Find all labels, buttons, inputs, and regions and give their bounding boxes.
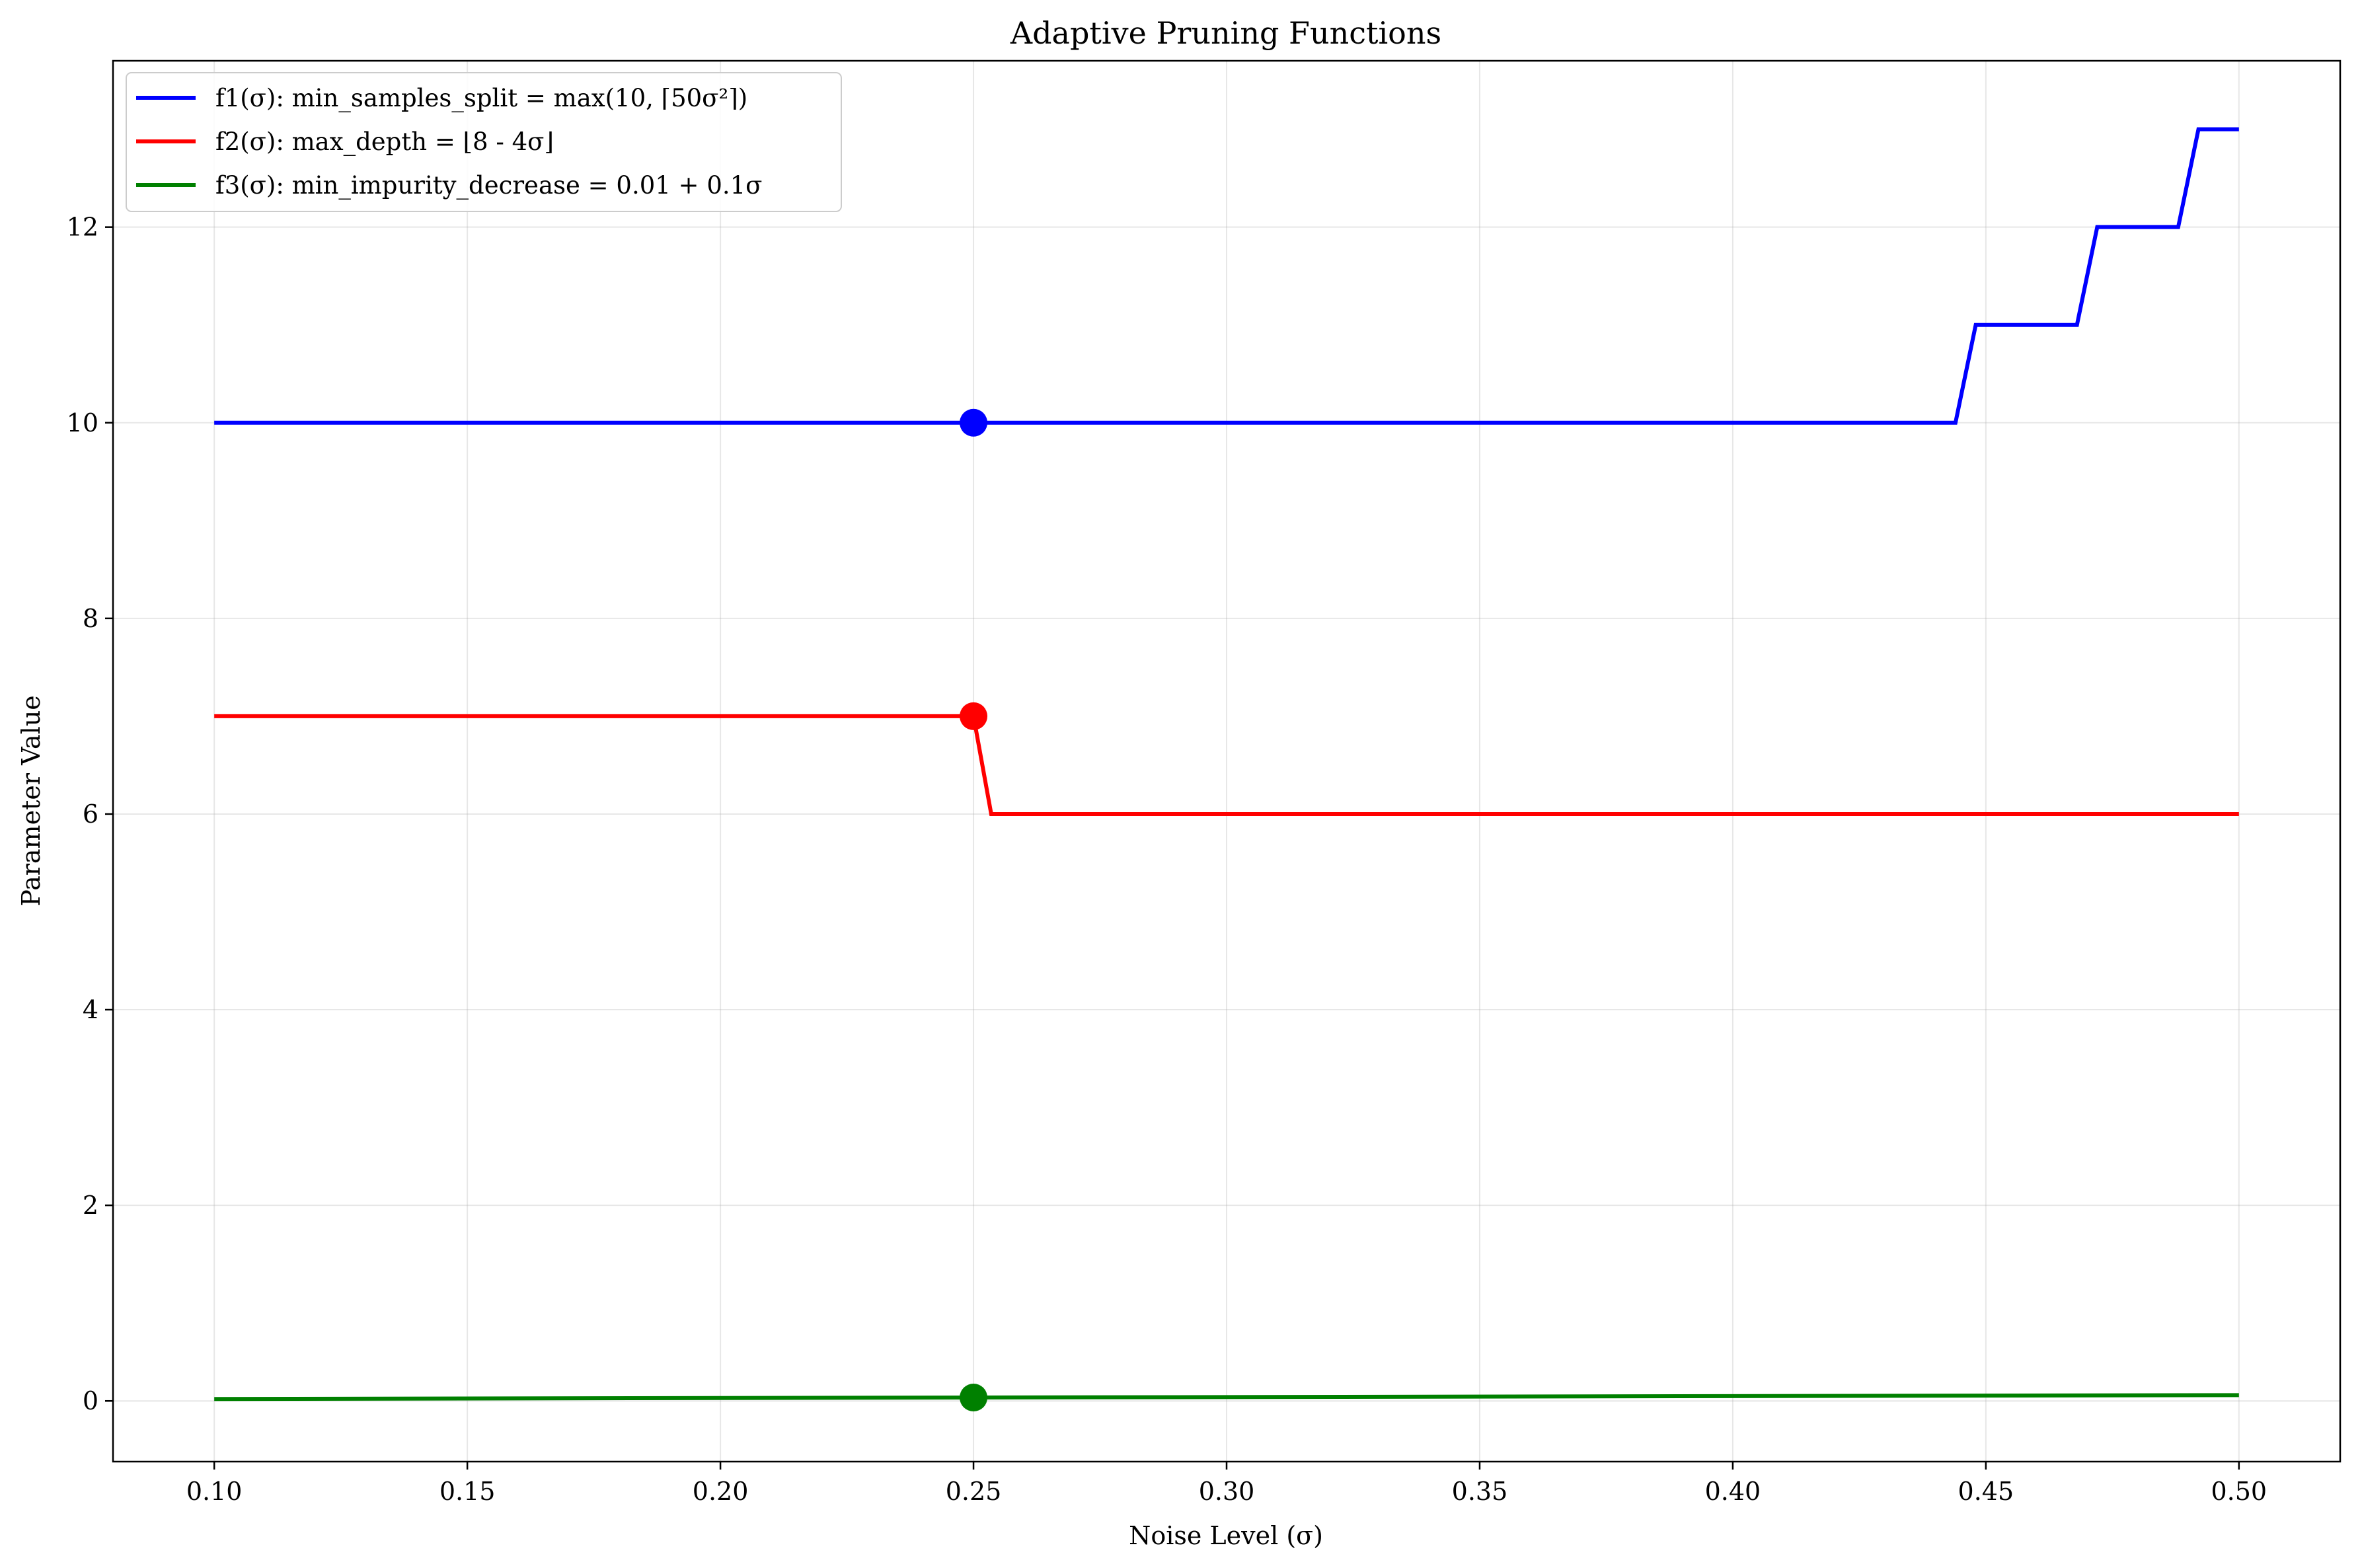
series-marker-f1 [960,408,988,437]
x-tick-label: 0.15 [439,1477,496,1506]
legend-label-f1: f1(σ): min_samples_split = max(10, ⌈50σ²… [215,84,747,113]
y-tick-label: 2 [83,1191,98,1220]
y-tick-label: 0 [83,1386,98,1415]
series-marker-f2 [960,702,988,730]
x-axis-label: Noise Level (σ) [1129,1521,1323,1550]
x-tick-label: 0.35 [1452,1477,1508,1506]
series-markers [960,408,988,1412]
legend-label-f2: f2(σ): max_depth = ⌊8 - 4σ⌋ [215,128,554,157]
legend-box [126,72,842,212]
y-tick-label: 8 [83,604,98,633]
y-axis-label: Parameter Value [17,695,46,907]
x-tick-label: 0.40 [1705,1477,1761,1506]
chart-title: Adaptive Pruning Functions [1010,15,1441,51]
series-lines [214,127,2239,1401]
x-tick-label: 0.20 [693,1477,749,1506]
grid [113,61,2340,1462]
y-tick-label: 6 [83,800,98,829]
x-tick-label: 0.30 [1199,1477,1255,1506]
series-line-f3 [214,1393,2239,1401]
series-marker-f3 [960,1384,988,1412]
y-tick-label: 10 [67,408,98,437]
y-tick-label: 4 [83,995,98,1024]
x-tick-label: 0.45 [1958,1477,2014,1506]
legend-label-f3: f3(σ): min_impurity_decrease = 0.01 + 0.… [215,171,762,200]
series-line-f1 [214,127,2239,425]
x-tick-label: 0.10 [186,1477,243,1506]
x-tick-label: 0.50 [2211,1477,2267,1506]
y-tick-label: 12 [67,213,98,242]
y-axis-ticks: 0 2 4 6 8 10 12 [67,213,113,1415]
x-axis-ticks: 0.10 0.15 0.20 0.25 0.30 0.35 0.40 0.45 0.50 [186,1462,2267,1506]
series-line-f2 [214,714,2239,816]
legend: f1(σ): min_samples_split = max(10, ⌈50σ²… [126,72,842,212]
x-tick-label: 0.25 [946,1477,1002,1506]
